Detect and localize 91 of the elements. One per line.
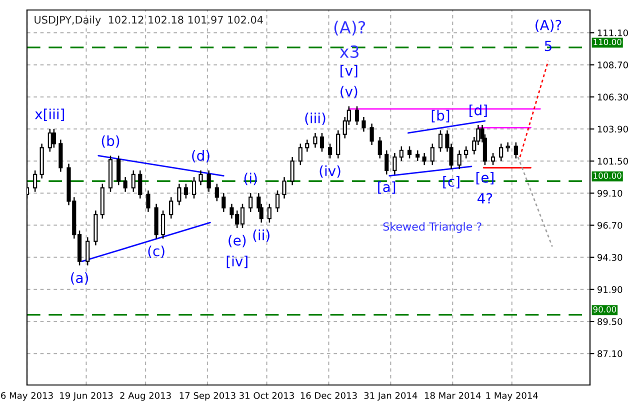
candlestick (370, 123, 374, 146)
x-tick-label: 17 Sep 2013 (180, 392, 236, 401)
annotation: [a] (378, 181, 396, 194)
x-tick-label: 2 Aug 2013 (120, 392, 171, 401)
candlestick (52, 128, 56, 148)
candlestick (184, 183, 188, 200)
candlestick (222, 192, 226, 212)
annotation: Skewed Triangle ? (383, 222, 482, 233)
x-tick-label: 1 May 2014 (486, 392, 538, 401)
candlestick (499, 143, 504, 162)
candlestick (422, 152, 426, 166)
annotation: (e) (228, 234, 246, 248)
candlestick (116, 155, 121, 186)
y-tick-label: 91.90 (598, 286, 622, 293)
ref-line-label: 90.00 (593, 306, 616, 313)
candlestick (392, 152, 397, 176)
candlestick (214, 183, 219, 202)
y-tick-label: 103.90 (598, 126, 628, 133)
candlestick (267, 203, 272, 224)
candlestick (490, 152, 496, 166)
annotation: (A)? (334, 20, 366, 36)
candlestick (384, 150, 389, 176)
candlestick (282, 176, 286, 200)
annotation: (a) (71, 272, 88, 285)
y-tick-label: 111.10 (598, 29, 628, 36)
annotation: x[iii] (34, 108, 64, 121)
candlestick (336, 130, 340, 160)
annotation: [v] (340, 65, 358, 78)
candlestick (33, 170, 38, 192)
y-tick-label: 101.50 (598, 158, 628, 165)
candlestick (362, 116, 366, 132)
annotation: x3 (340, 45, 358, 58)
x-tick-label: 19 Jun 2013 (60, 392, 113, 401)
candlestick (123, 176, 128, 192)
candlestick (177, 183, 182, 206)
candlestick (206, 170, 211, 192)
candlestick (146, 190, 150, 212)
annotation: (b) (102, 135, 120, 148)
annotation: [b] (432, 110, 450, 122)
candlestick (298, 143, 302, 166)
x-tick-label: 16 Dec 2013 (300, 392, 357, 399)
x-tick-label: 18 Mar 2014 (424, 392, 481, 399)
text: USDJPY,Daily 102.12 102.18 101.97 102.04 (34, 16, 263, 26)
candlestick (407, 146, 412, 160)
y-tick-label: 94.30 (598, 254, 622, 261)
annotation: 4? (478, 193, 492, 204)
candlestick (416, 150, 420, 162)
candlestick (131, 170, 136, 192)
candlestick (169, 196, 174, 220)
y-tick-label: 89.50 (598, 318, 622, 326)
annotation: [c] (443, 176, 460, 188)
ref-line-label: 100.00 (594, 172, 622, 179)
candlestick (275, 190, 280, 212)
candlestick (378, 136, 382, 160)
y-tick-label: 99.10 (598, 190, 622, 197)
candlestick (138, 170, 142, 200)
candlestick (328, 143, 332, 160)
candlestick (248, 192, 253, 212)
candlestick (290, 156, 294, 186)
y-tick-label: 108.70 (598, 62, 628, 68)
y-tick-label: 106.30 (598, 94, 628, 100)
candlestick (399, 146, 404, 162)
annotation: (A)? (536, 20, 562, 32)
candlestick (464, 146, 468, 160)
candlestick (320, 132, 324, 152)
ref-line-label: 110.00 (594, 38, 622, 46)
annotation: (iii) (305, 112, 326, 125)
x-tick-label: 31 Oct 2013 (240, 392, 294, 399)
annotation: (d) (192, 150, 210, 162)
candlestick (86, 236, 90, 266)
candlestick (506, 142, 510, 152)
candlestick (305, 139, 310, 152)
candlestick (457, 150, 462, 170)
annotation: (c) (148, 246, 164, 258)
candlestick (438, 130, 443, 152)
x-tick-label: 31 Jan 2014 (364, 392, 418, 401)
candlestick (198, 170, 203, 186)
annotation: (ii) (253, 230, 270, 242)
y-tick-label: 87.10 (598, 350, 622, 358)
candlestick (313, 132, 318, 148)
candlestick (48, 128, 52, 152)
candlestick (514, 142, 518, 160)
candlestick (192, 176, 196, 200)
annotation: (v) (340, 86, 358, 98)
annotation: (iv) (320, 165, 340, 178)
candlestick (161, 210, 166, 240)
annotation: [iv] (226, 256, 248, 268)
y-tick-label: 96.70 (598, 222, 622, 229)
candlestick (354, 106, 360, 126)
candlestick (430, 143, 434, 166)
x-tick-label: 6 May 2013 (1, 392, 53, 401)
